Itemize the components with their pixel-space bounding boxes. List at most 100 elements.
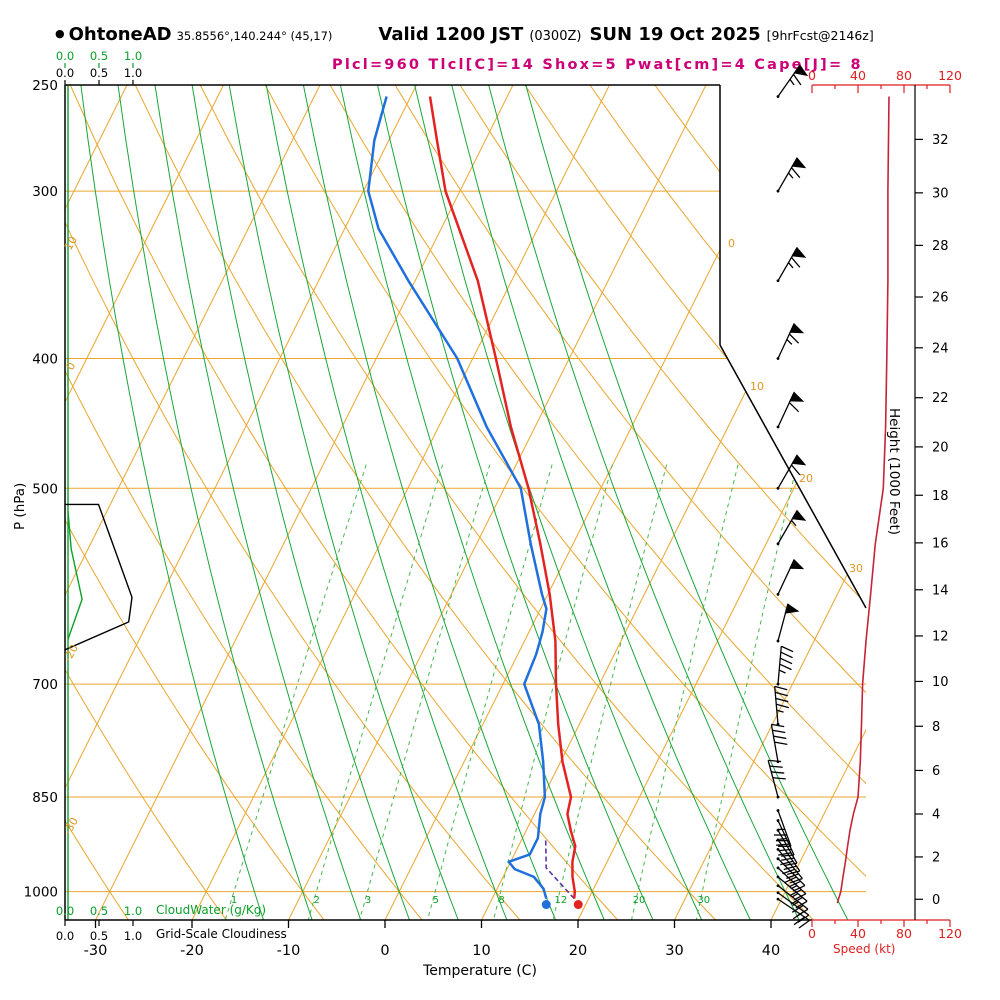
pressure-axis-title: P (hPa) bbox=[12, 482, 28, 530]
svg-text:4: 4 bbox=[932, 807, 940, 822]
svg-text:20: 20 bbox=[799, 472, 813, 485]
svg-text:0: 0 bbox=[728, 237, 735, 250]
svg-text:12: 12 bbox=[554, 895, 567, 906]
wind-barb bbox=[776, 64, 809, 98]
plot-border bbox=[64, 84, 867, 921]
svg-text:8: 8 bbox=[498, 895, 504, 906]
svg-text:20: 20 bbox=[633, 895, 646, 906]
wind-barb bbox=[776, 866, 807, 901]
temperature-curve bbox=[428, 96, 577, 899]
svg-text:40: 40 bbox=[850, 68, 866, 83]
cloud-profiles bbox=[64, 85, 133, 920]
valid-time-utc: (0300Z) bbox=[529, 29, 582, 44]
svg-text:0.5: 0.5 bbox=[90, 904, 108, 918]
wind-barb bbox=[776, 828, 798, 867]
sounding-parameters: Plcl=960 Tlcl[C]=14 Shox=5 Pwat[cm]=4 Ca… bbox=[332, 57, 863, 73]
svg-text:18: 18 bbox=[932, 489, 949, 504]
cloudiness-axis-title: Grid-Scale Cloudiness bbox=[156, 927, 287, 941]
svg-text:3: 3 bbox=[365, 895, 371, 906]
chart-header: ● OhtoneAD 35.8556°,140.244° (45,17) Valid … bbox=[55, 24, 995, 45]
svg-text:12: 12 bbox=[932, 629, 949, 644]
svg-text:1.0: 1.0 bbox=[124, 929, 142, 943]
svg-text:0.0: 0.0 bbox=[56, 929, 74, 943]
cloudwater-axis-title: CloudWater (g/Kg) bbox=[156, 903, 267, 917]
surface-temperature-dot bbox=[573, 900, 583, 910]
svg-text:10: 10 bbox=[62, 234, 80, 253]
svg-text:0.0: 0.0 bbox=[56, 904, 74, 918]
wind-barbs bbox=[767, 64, 810, 929]
svg-text:24: 24 bbox=[932, 341, 949, 356]
svg-text:20: 20 bbox=[932, 440, 949, 455]
svg-text:26: 26 bbox=[932, 291, 949, 306]
svg-text:32: 32 bbox=[932, 133, 949, 148]
svg-text:1.0: 1.0 bbox=[124, 49, 142, 63]
svg-text:0.5: 0.5 bbox=[90, 49, 108, 63]
svg-text:120: 120 bbox=[938, 926, 962, 941]
svg-text:2: 2 bbox=[314, 895, 320, 906]
svg-text:0: 0 bbox=[808, 926, 816, 941]
svg-text:1.0: 1.0 bbox=[124, 66, 142, 80]
dewpoint-curve bbox=[367, 96, 548, 899]
sounding-profiles bbox=[367, 96, 583, 910]
svg-text:40: 40 bbox=[850, 926, 866, 941]
surface-dewpoint-dot bbox=[541, 900, 551, 910]
svg-text:-30: -30 bbox=[61, 815, 81, 837]
svg-text:0: 0 bbox=[380, 943, 389, 959]
wind-barb bbox=[776, 558, 805, 596]
svg-text:-20: -20 bbox=[180, 943, 204, 959]
background-gridlines bbox=[65, 85, 866, 920]
svg-text:0: 0 bbox=[64, 360, 79, 373]
wind-barb bbox=[776, 603, 800, 643]
svg-text:80: 80 bbox=[896, 926, 912, 941]
svg-text:10: 10 bbox=[932, 675, 949, 690]
valid-date: SUN 19 Oct 2025 bbox=[589, 24, 761, 45]
svg-text:0.5: 0.5 bbox=[90, 929, 108, 943]
svg-text:30: 30 bbox=[697, 895, 710, 906]
svg-text:0.0: 0.0 bbox=[56, 66, 74, 80]
wind-barb bbox=[776, 897, 810, 929]
wind-speed-curve bbox=[836, 96, 890, 904]
height-axis-title: Height (1000 Feet) bbox=[886, 408, 902, 536]
wind-barb bbox=[776, 246, 807, 283]
svg-text:20: 20 bbox=[569, 943, 587, 959]
parcel-path-curve bbox=[544, 839, 575, 900]
svg-text:-10: -10 bbox=[277, 943, 301, 959]
svg-text:16: 16 bbox=[932, 536, 949, 551]
station-name: OhtoneAD bbox=[68, 24, 172, 45]
svg-text:0: 0 bbox=[808, 68, 816, 83]
svg-text:-30: -30 bbox=[84, 943, 108, 959]
wind-barb bbox=[776, 157, 807, 193]
svg-text:40: 40 bbox=[762, 943, 780, 959]
forecast-tag: [9hrFcst@2146z] bbox=[766, 28, 874, 43]
svg-text:1.0: 1.0 bbox=[124, 904, 142, 918]
wind-barb bbox=[770, 723, 788, 764]
svg-text:0.5: 0.5 bbox=[90, 66, 108, 80]
svg-text:10: 10 bbox=[750, 380, 764, 393]
svg-text:30: 30 bbox=[849, 562, 863, 575]
wind-barb bbox=[774, 685, 789, 726]
wind-barb bbox=[776, 391, 805, 429]
svg-text:-20: -20 bbox=[61, 642, 81, 664]
svg-text:850: 850 bbox=[32, 790, 58, 806]
svg-text:400: 400 bbox=[32, 351, 58, 367]
svg-text:120: 120 bbox=[938, 68, 962, 83]
svg-text:6: 6 bbox=[932, 764, 940, 779]
wind-barb bbox=[773, 809, 792, 847]
svg-text:250: 250 bbox=[32, 78, 58, 94]
wind-barb bbox=[767, 759, 786, 799]
station-bullet-icon: ● bbox=[55, 27, 65, 40]
mixing-ratio-labels: 1 2 3 5 8 12 20 30 bbox=[231, 895, 710, 906]
svg-text:1000: 1000 bbox=[24, 885, 58, 901]
wind-barb bbox=[776, 838, 801, 876]
valid-time: Valid 1200 JST bbox=[378, 24, 524, 45]
svg-text:28: 28 bbox=[932, 239, 949, 254]
svg-text:0: 0 bbox=[932, 893, 940, 908]
svg-text:500: 500 bbox=[32, 481, 58, 497]
svg-text:30: 30 bbox=[665, 943, 683, 959]
temperature-axis-title: Temperature (C) bbox=[423, 963, 537, 979]
station-coordinates: 35.8556°,140.244° (45,17) bbox=[176, 29, 333, 43]
